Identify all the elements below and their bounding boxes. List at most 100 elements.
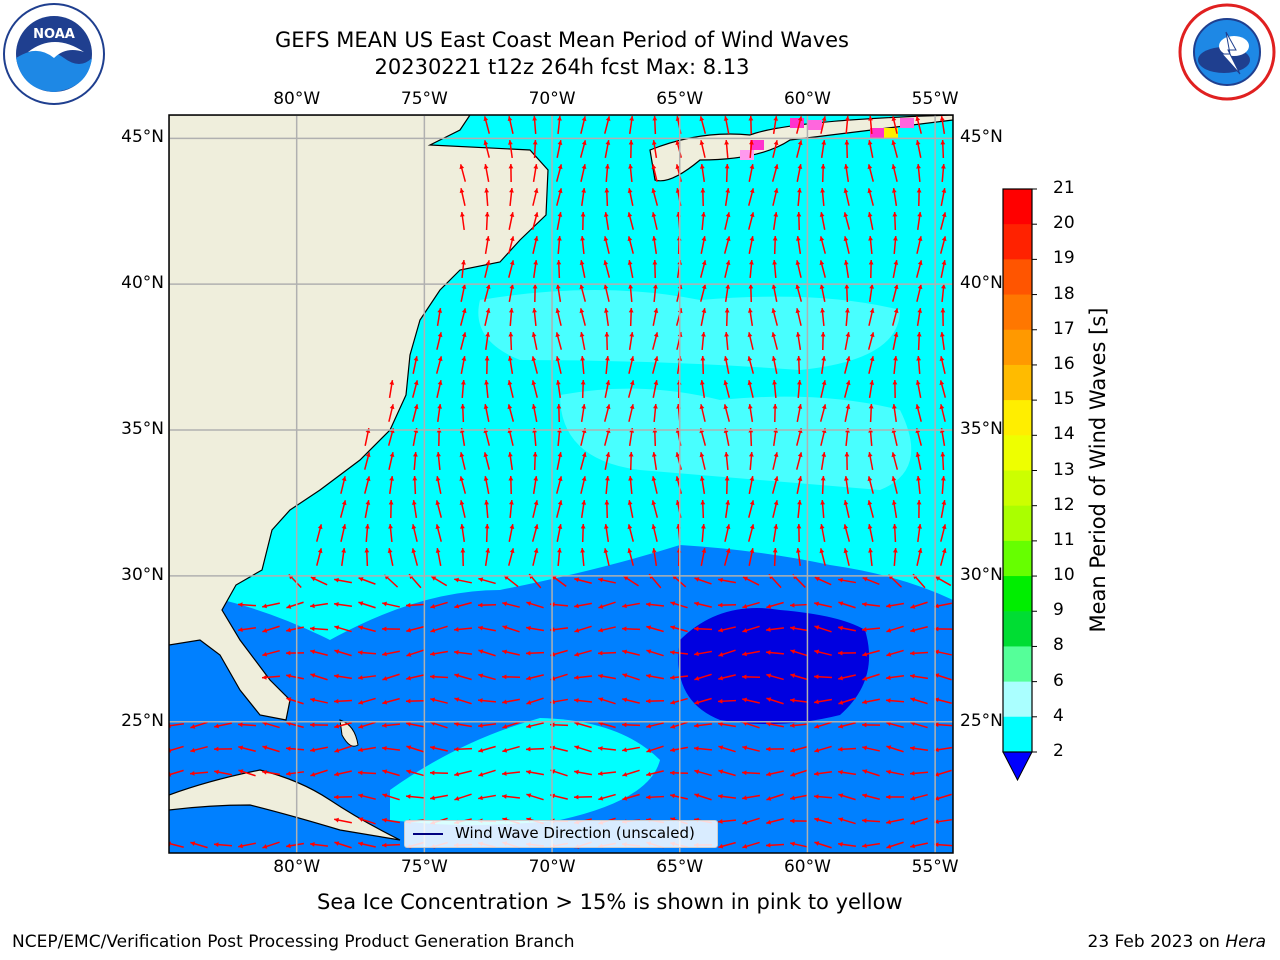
- wind-wave-arrowhead: [478, 625, 483, 631]
- wind-wave-arrowhead: [382, 769, 388, 775]
- wind-wave-arrowhead: [915, 452, 921, 457]
- wind-wave-arrowhead: [915, 380, 921, 385]
- colorbar-segment: [1003, 540, 1032, 577]
- wind-wave-arrowhead: [460, 548, 466, 553]
- wind-wave-arrowhead: [286, 604, 292, 609]
- wind-wave-arrowhead: [821, 380, 827, 386]
- wind-wave-arrowhead: [262, 844, 268, 849]
- wind-wave-arrowhead: [485, 236, 491, 241]
- latitude-label-right: 25°N: [960, 710, 1003, 731]
- wind-wave-arrowhead: [604, 332, 610, 337]
- wind-wave-arrowhead: [382, 746, 387, 751]
- wind-wave-arrowhead: [838, 675, 844, 681]
- wind-wave-arrowhead: [797, 476, 803, 481]
- wind-wave-arrowhead: [605, 452, 611, 457]
- wind-wave-arrowhead: [718, 577, 723, 583]
- wind-wave-arrowhead: [459, 164, 465, 170]
- wind-wave-arrowhead: [742, 697, 748, 703]
- wind-wave-arrowhead: [286, 650, 291, 656]
- wind-wave-arrowhead: [940, 308, 946, 313]
- wind-wave-arrowhead: [772, 260, 777, 265]
- wind-wave-arrowhead: [580, 212, 586, 217]
- wind-wave-arrowhead: [845, 356, 851, 362]
- wind-wave-arrowhead: [628, 452, 634, 457]
- wind-wave-arrowhead: [581, 500, 587, 505]
- wind-wave-arrowhead: [742, 795, 747, 801]
- footer-right: 23 Feb 2023 on Hera: [1088, 932, 1266, 952]
- sea-ice-patch: [790, 118, 804, 128]
- wind-wave-arrowhead: [718, 769, 724, 775]
- wind-wave-arrowhead: [454, 673, 460, 679]
- colorbar-segment: [1003, 259, 1032, 296]
- wind-wave-arrowhead: [699, 476, 705, 481]
- wind-wave-arrowhead: [790, 625, 795, 631]
- wind-wave-arrowhead: [579, 284, 585, 290]
- wind-wave-arrowhead: [747, 380, 753, 386]
- wind-wave-arrowhead: [699, 140, 705, 146]
- longitude-label-top: 70°W: [528, 89, 576, 109]
- wind-wave-arrowhead: [773, 212, 779, 217]
- wind-wave-arrowhead: [603, 284, 609, 290]
- wind-wave-arrowhead: [478, 602, 483, 608]
- wind-wave-arrowhead: [670, 650, 675, 655]
- wind-wave-arrowhead: [868, 236, 873, 241]
- wind-wave-arrowhead: [334, 577, 339, 583]
- wind-wave-arrowhead: [622, 626, 627, 632]
- wind-wave-arrowhead: [893, 332, 899, 337]
- wind-wave-arrowhead: [742, 770, 747, 776]
- wind-wave-arrowhead: [502, 649, 508, 655]
- wind-wave-arrowhead: [701, 236, 707, 241]
- wind-wave-arrowhead: [701, 524, 706, 529]
- wind-wave-arrowhead: [910, 721, 916, 726]
- wind-wave-arrowhead: [749, 452, 754, 457]
- wind-wave-arrowhead: [533, 548, 539, 554]
- wind-wave-arrowhead: [891, 164, 897, 170]
- wind-wave-arrowhead: [814, 724, 820, 729]
- wind-wave-arrowhead: [358, 650, 363, 655]
- wind-wave-arrowhead: [725, 548, 731, 554]
- wind-wave-arrowhead: [771, 308, 777, 314]
- wind-wave-arrowhead: [508, 332, 514, 337]
- wind-wave-arrowhead: [819, 260, 825, 266]
- wind-wave-arrowhead: [742, 628, 748, 633]
- wind-wave-arrowhead: [718, 627, 724, 633]
- wind-wave-arrowhead: [334, 748, 340, 753]
- wind-wave-arrowhead: [526, 675, 532, 681]
- wind-wave-arrowhead: [437, 404, 443, 409]
- wind-wave-arrowhead: [430, 651, 435, 657]
- wind-wave-arrowhead: [358, 577, 364, 582]
- wind-wave-arrowhead: [694, 769, 700, 775]
- wind-wave-arrowhead: [891, 476, 897, 482]
- wind-wave-arrowhead: [214, 723, 219, 729]
- wind-wave-arrowhead: [387, 548, 393, 553]
- wind-wave-arrowhead: [581, 404, 587, 409]
- map-frame: [168, 114, 954, 854]
- wind-wave-arrowhead: [742, 745, 748, 751]
- wind-wave-arrowhead: [413, 356, 419, 361]
- wind-wave-arrowhead: [436, 452, 441, 457]
- wind-wave-arrowhead: [574, 675, 579, 680]
- wind-wave-arrowhead: [790, 698, 795, 703]
- wind-wave-arrowhead: [502, 625, 508, 630]
- nova-scotia-land: [649, 115, 953, 182]
- wind-wave-arrowhead: [485, 548, 491, 553]
- wind-wave-arrowhead: [675, 140, 681, 146]
- wind-wave-arrowhead: [459, 452, 465, 458]
- colorbar-level-label: 18: [1053, 283, 1075, 304]
- wind-wave-arrowhead: [485, 332, 491, 337]
- wind-wave-arrowhead: [388, 500, 394, 505]
- wind-wave-arrowhead: [238, 769, 244, 774]
- wind-wave-arrowhead: [670, 601, 676, 606]
- wind-wave-arrowhead: [940, 476, 946, 481]
- wind-wave-arrowhead: [790, 602, 795, 608]
- wind-wave-arrowhead: [461, 284, 467, 289]
- longitude-label-bottom: 65°W: [656, 857, 704, 877]
- wind-wave-arrowhead: [797, 404, 803, 409]
- wind-wave-arrowhead: [484, 380, 489, 385]
- wind-wave-arrowhead: [485, 284, 491, 290]
- wind-wave-arrowhead: [478, 772, 484, 777]
- wind-wave-arrowhead: [725, 236, 731, 242]
- wind-wave-arrowhead: [694, 723, 699, 728]
- wind-wave-arrowhead: [797, 140, 803, 146]
- wind-wave-arrowhead: [580, 380, 586, 385]
